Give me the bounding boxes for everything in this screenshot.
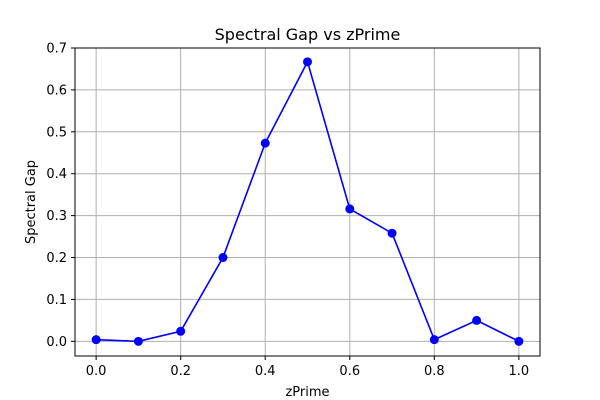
y-tick-label: 0.5 bbox=[46, 125, 67, 140]
data-point bbox=[345, 204, 355, 214]
data-point bbox=[176, 326, 186, 336]
data-point bbox=[303, 57, 312, 67]
data-point bbox=[472, 315, 482, 325]
y-tick-label: 0.0 bbox=[46, 335, 67, 350]
x-axis-label: zPrime bbox=[285, 385, 329, 400]
data-point bbox=[218, 253, 228, 263]
x-tick-label: 1.0 bbox=[509, 364, 530, 379]
data-point bbox=[91, 335, 101, 345]
data-point bbox=[260, 138, 270, 148]
axes-frame bbox=[74, 47, 541, 357]
data-point bbox=[387, 228, 397, 238]
data-point bbox=[514, 336, 524, 346]
y-tick-label: 0.2 bbox=[46, 251, 67, 266]
x-axis: 0.0 0.2 0.4 0.6 0.8 1.0 bbox=[86, 356, 529, 379]
x-tick-label: 0.6 bbox=[339, 364, 360, 379]
y-tick-label: 0.3 bbox=[46, 209, 67, 224]
y-tick-label: 0.4 bbox=[46, 167, 67, 182]
y-tick-label: 0.1 bbox=[46, 293, 67, 308]
data-point bbox=[429, 335, 439, 345]
grid bbox=[75, 47, 540, 356]
y-tick-label: 0.6 bbox=[46, 83, 67, 98]
chart-title: Spectral Gap vs zPrime bbox=[215, 25, 401, 44]
x-tick-label: 0.4 bbox=[255, 364, 276, 379]
x-tick-label: 0.2 bbox=[170, 364, 191, 379]
data-point bbox=[133, 336, 143, 346]
y-axis-label: Spectral Gap bbox=[24, 160, 39, 244]
y-tick-label: 0.7 bbox=[46, 42, 67, 57]
x-tick-label: 0.8 bbox=[424, 364, 445, 379]
x-tick-label: 0.0 bbox=[86, 364, 107, 379]
series-layer bbox=[91, 57, 524, 346]
y-axis: 0.0 0.1 0.2 0.3 0.4 0.5 0.6 0.7 bbox=[46, 42, 75, 350]
